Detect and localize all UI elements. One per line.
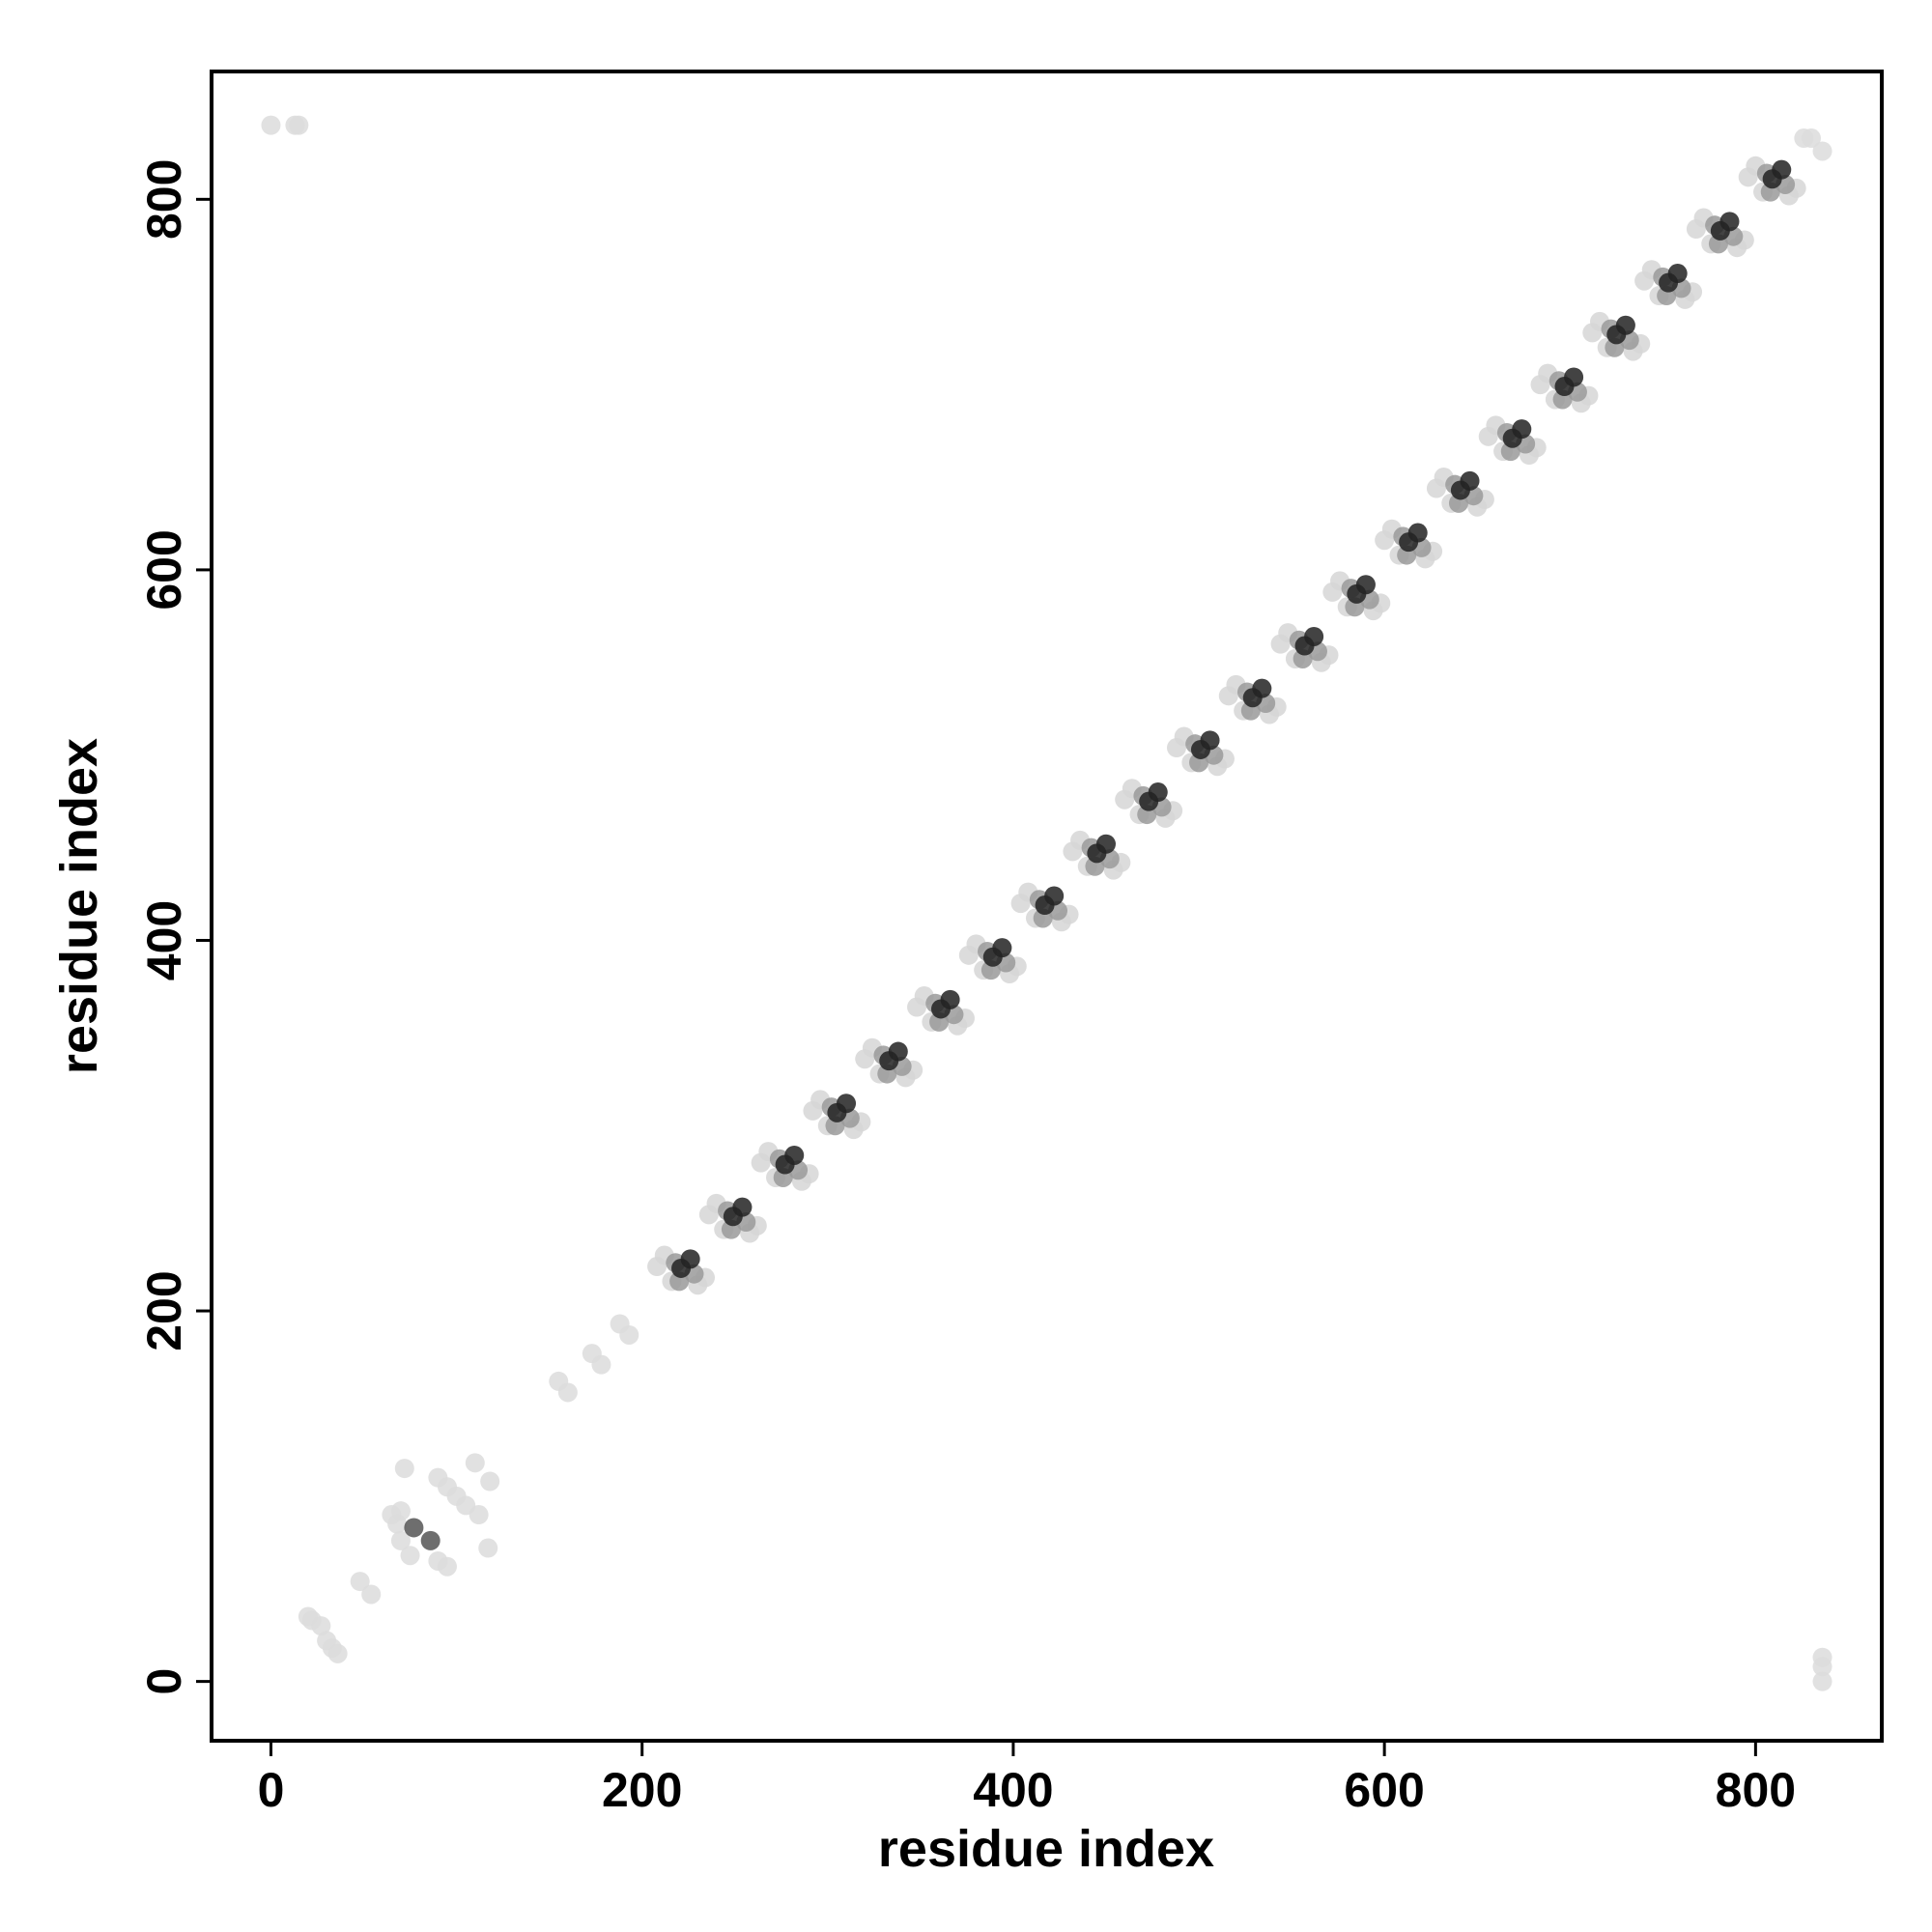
point bbox=[469, 1505, 489, 1525]
point bbox=[480, 1471, 500, 1492]
x-tick-label: 200 bbox=[602, 1763, 682, 1817]
plot-frame bbox=[210, 70, 1884, 1743]
point bbox=[557, 1382, 578, 1403]
point bbox=[1218, 686, 1238, 706]
point bbox=[1166, 738, 1186, 758]
point bbox=[619, 1324, 639, 1345]
point bbox=[992, 938, 1012, 958]
point bbox=[803, 1100, 823, 1121]
point bbox=[465, 1453, 485, 1473]
point bbox=[1812, 1671, 1833, 1691]
x-tick-label: 0 bbox=[258, 1763, 285, 1817]
point bbox=[1738, 167, 1758, 187]
y-tick-label: 200 bbox=[137, 1270, 191, 1350]
point bbox=[1115, 789, 1135, 810]
point bbox=[1200, 730, 1220, 751]
point bbox=[1564, 367, 1584, 387]
x-tick-label: 800 bbox=[1716, 1763, 1796, 1817]
point bbox=[888, 1041, 908, 1062]
point bbox=[1634, 270, 1655, 291]
point bbox=[680, 1249, 700, 1269]
point bbox=[784, 1145, 805, 1165]
point bbox=[1044, 886, 1065, 906]
point bbox=[1375, 530, 1395, 551]
point bbox=[958, 945, 979, 965]
point bbox=[1355, 575, 1376, 595]
x-tick-label: 600 bbox=[1344, 1763, 1424, 1817]
point bbox=[1667, 264, 1688, 284]
point bbox=[1270, 634, 1291, 654]
point bbox=[1615, 315, 1635, 335]
y-tick-label: 600 bbox=[137, 529, 191, 610]
point bbox=[350, 1572, 370, 1592]
point bbox=[420, 1530, 440, 1550]
y-axis-title: residue index bbox=[50, 738, 108, 1074]
point bbox=[647, 1257, 668, 1277]
point bbox=[1686, 219, 1706, 240]
point bbox=[1252, 678, 1272, 698]
y-tick-label: 400 bbox=[137, 900, 191, 980]
point bbox=[1512, 419, 1532, 440]
y-tick-label: 0 bbox=[137, 1668, 191, 1695]
point bbox=[390, 1530, 411, 1550]
point bbox=[1304, 626, 1324, 646]
point bbox=[1719, 212, 1740, 232]
point bbox=[940, 989, 960, 1009]
point bbox=[907, 997, 927, 1017]
y-tick-label: 800 bbox=[137, 159, 191, 240]
point bbox=[855, 1049, 875, 1069]
point bbox=[1478, 426, 1498, 446]
point bbox=[404, 1518, 424, 1538]
point bbox=[327, 1643, 348, 1663]
point bbox=[1812, 1647, 1833, 1667]
point bbox=[478, 1538, 498, 1558]
point bbox=[394, 1459, 414, 1479]
point bbox=[1772, 159, 1792, 180]
point bbox=[1530, 375, 1550, 395]
point bbox=[400, 1546, 420, 1566]
point bbox=[311, 1616, 331, 1636]
point bbox=[1460, 470, 1480, 491]
point bbox=[361, 1584, 382, 1605]
point bbox=[1148, 782, 1168, 803]
point bbox=[837, 1094, 857, 1114]
point bbox=[751, 1152, 771, 1173]
x-axis-title: residue index bbox=[878, 1820, 1214, 1878]
point bbox=[390, 1501, 411, 1521]
point bbox=[261, 115, 281, 135]
point bbox=[1010, 894, 1031, 914]
x-tick-label: 400 bbox=[973, 1763, 1053, 1817]
point bbox=[698, 1205, 719, 1225]
point bbox=[428, 1550, 448, 1571]
point bbox=[732, 1197, 753, 1217]
point bbox=[591, 1354, 611, 1375]
point bbox=[1407, 523, 1428, 543]
point bbox=[1322, 582, 1343, 602]
point bbox=[1095, 834, 1116, 854]
point bbox=[1582, 323, 1603, 343]
point bbox=[1812, 141, 1833, 161]
point bbox=[1063, 841, 1083, 862]
point bbox=[1426, 478, 1446, 498]
point bbox=[1801, 128, 1821, 149]
point bbox=[289, 115, 309, 135]
